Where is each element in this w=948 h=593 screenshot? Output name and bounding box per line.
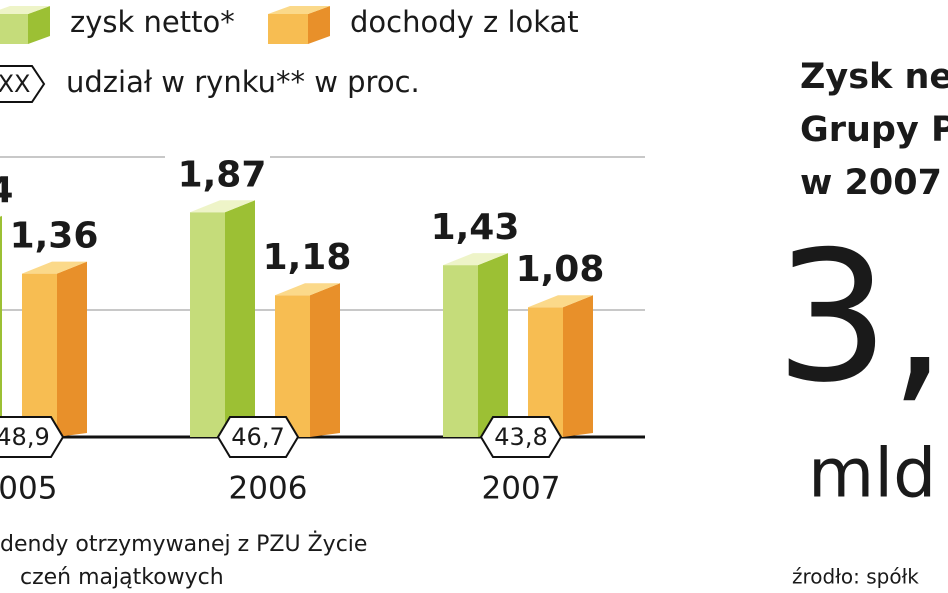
bar-face (0, 215, 2, 434)
bar-face (225, 200, 255, 437)
panel-source: źrodło: spółk (792, 565, 919, 589)
legend-swatch (268, 6, 330, 14)
bar (528, 295, 593, 437)
bar-face (0, 215, 2, 217)
share-label: 43,8 (494, 423, 547, 451)
bar-face (563, 295, 593, 437)
legend-label: zysk netto* (70, 5, 235, 39)
panel-heading: Grupy P (800, 110, 948, 150)
bar (0, 215, 2, 434)
bar (443, 253, 508, 437)
legend-marker: XX (0, 70, 30, 98)
x-tick-label: 2006 (229, 471, 308, 507)
bar-face (22, 261, 87, 274)
bar-face (22, 273, 57, 437)
bar-face (190, 200, 255, 213)
footnote: czeń majątkowych (20, 565, 224, 590)
legend-swatch (0, 6, 50, 14)
legend-label: udział w rynku** w proc. (66, 65, 420, 99)
panel-heading: Zysk ne (800, 57, 948, 97)
footnote: dendy otrzymywanej z PZU Życie (0, 531, 367, 557)
value-label: 1,87 (178, 154, 267, 195)
bar-face (443, 265, 478, 437)
panel-big: 3, (775, 213, 947, 422)
share-badge (0, 416, 65, 458)
value-label: 1,43 (431, 207, 520, 248)
bar (22, 261, 87, 437)
bar-face (528, 295, 593, 308)
value-label: 1,36 (10, 216, 99, 257)
bar-face (57, 261, 87, 437)
legend-swatch (268, 14, 308, 44)
bar-face (528, 307, 563, 437)
legend-swatch (0, 14, 28, 44)
value-label: 1,18 (263, 237, 352, 278)
bar-face (275, 283, 340, 296)
legend-badge (0, 65, 46, 103)
value-label: 1,08 (516, 249, 605, 290)
share-label: 46,7 (231, 423, 284, 451)
bar-face (310, 283, 340, 437)
x-tick-label: 2007 (482, 471, 561, 507)
bar-face (478, 253, 508, 437)
share-badge (216, 416, 300, 458)
bar-face (443, 253, 508, 266)
share-label: 48,9 (0, 423, 50, 451)
legend-swatch (28, 6, 50, 44)
bar (275, 283, 340, 437)
legend-swatch (308, 6, 330, 44)
share-badge (479, 416, 563, 458)
bar-face (190, 212, 225, 437)
x-tick-label: 2005 (0, 471, 57, 507)
panel-unit: mld (808, 435, 936, 514)
panel-heading: w 2007 (800, 163, 942, 203)
bar-face (275, 295, 310, 437)
bar (190, 200, 255, 437)
legend-label: dochody z lokat (350, 5, 579, 39)
value-label: 1,74 (0, 170, 13, 211)
